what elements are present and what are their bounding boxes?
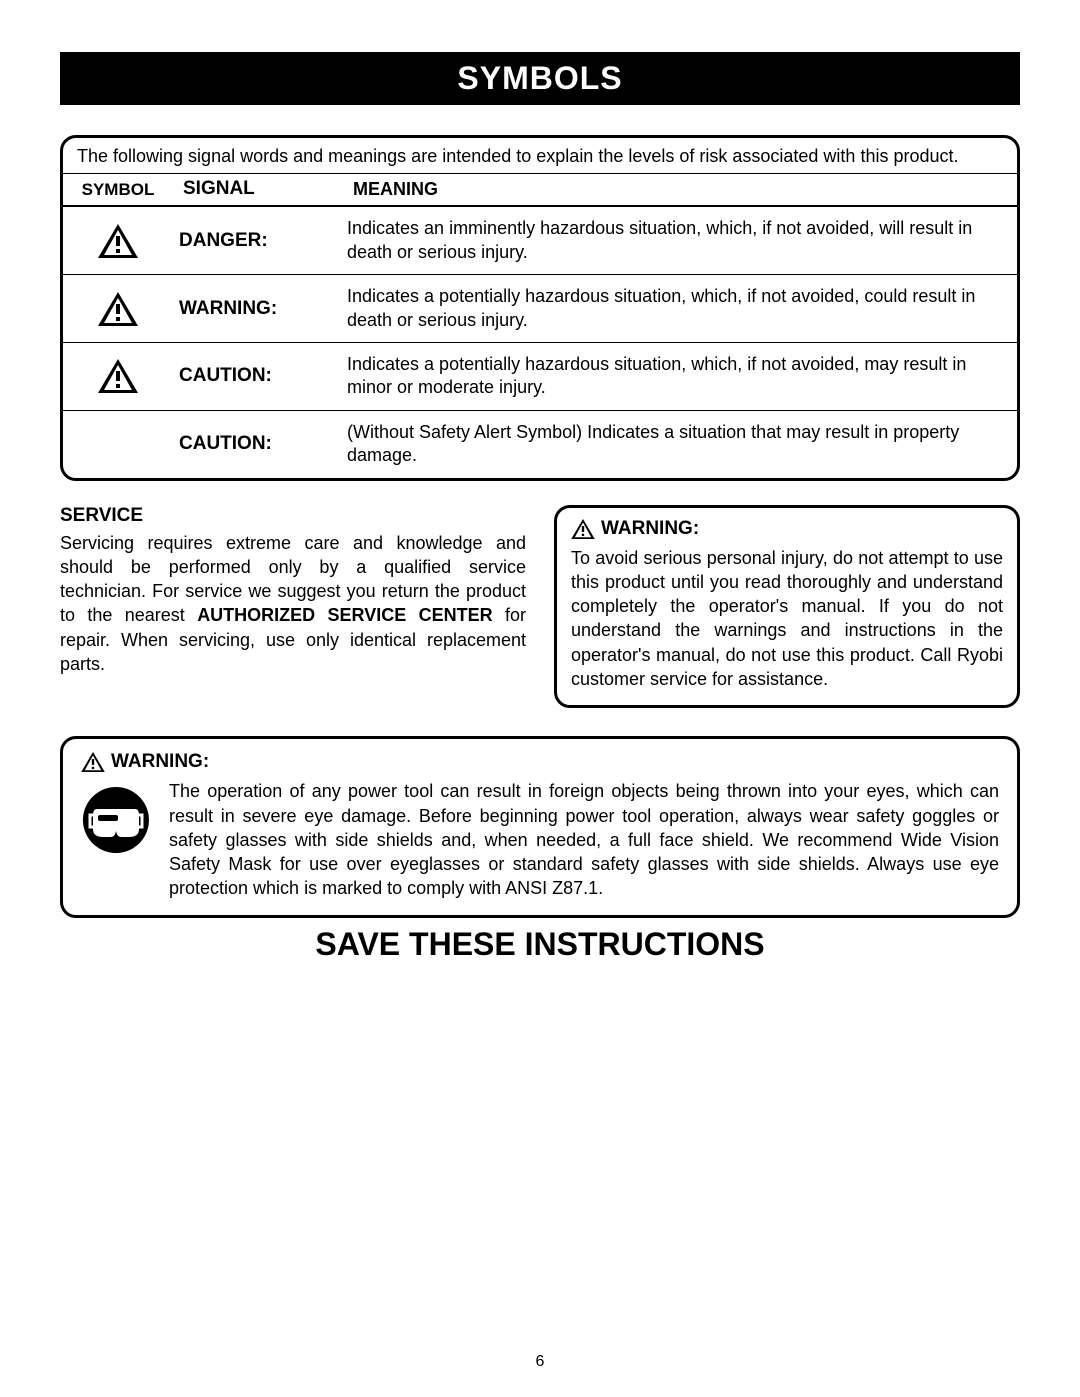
alert-icon-cell	[63, 282, 173, 336]
meaning-text: Indicates an imminently hazardous situat…	[343, 207, 1017, 274]
safety-goggles-icon	[81, 785, 151, 860]
signal-label: CAUTION:	[173, 355, 343, 397]
warning-wide-box: WARNING: The operation of any power tool…	[60, 736, 1020, 917]
page-title-bar: SYMBOLS	[60, 52, 1020, 105]
warning-label: WARNING:	[601, 518, 699, 540]
meaning-text: Indicates a potentially hazardous situat…	[343, 275, 1017, 342]
warning-header: WARNING:	[571, 518, 1003, 540]
alert-triangle-icon	[98, 359, 138, 393]
table-row: CAUTION: Indicates a potentially hazardo…	[63, 343, 1017, 411]
meaning-text: Indicates a potentially hazardous situat…	[343, 343, 1017, 410]
col-header-meaning: MEANING	[343, 174, 1017, 205]
service-text: Servicing requires extreme care and know…	[60, 531, 526, 677]
warning-wide-text: The operation of any power tool can resu…	[169, 779, 999, 900]
warning-right-box: WARNING: To avoid serious personal injur…	[554, 505, 1020, 709]
signal-label: DANGER:	[173, 220, 343, 262]
service-text-bold: AUTHORIZED SERVICE CENTER	[197, 605, 492, 625]
alert-triangle-icon	[98, 292, 138, 326]
symbols-table: The following signal words and meanings …	[60, 135, 1020, 481]
service-heading: SERVICE	[60, 505, 526, 527]
col-header-symbol: SYMBOL	[63, 174, 173, 205]
table-row: WARNING: Indicates a potentially hazardo…	[63, 275, 1017, 343]
signal-label: CAUTION:	[173, 423, 343, 465]
signal-label: WARNING:	[173, 288, 343, 330]
save-instructions: SAVE THESE INSTRUCTIONS	[60, 926, 1020, 963]
warning-label: WARNING:	[111, 751, 209, 773]
table-row: CAUTION: (Without Safety Alert Symbol) I…	[63, 411, 1017, 478]
table-row: DANGER: Indicates an imminently hazardou…	[63, 207, 1017, 275]
symbols-intro: The following signal words and meanings …	[63, 138, 1017, 174]
two-column-section: SERVICE Servicing requires extreme care …	[60, 505, 1020, 709]
service-section: SERVICE Servicing requires extreme care …	[60, 505, 526, 709]
table-header: SYMBOL SIGNAL MEANING	[63, 174, 1017, 207]
meaning-text: (Without Safety Alert Symbol) Indicates …	[343, 411, 1017, 478]
col-header-signal: SIGNAL	[173, 174, 343, 205]
page-number: 6	[0, 1353, 1080, 1371]
alert-triangle-icon	[98, 224, 138, 258]
alert-triangle-icon	[571, 519, 595, 539]
alert-icon-cell	[63, 349, 173, 403]
alert-icon-cell-empty	[63, 434, 173, 454]
alert-icon-cell	[63, 214, 173, 268]
warning-right-text: To avoid serious personal injury, do not…	[571, 546, 1003, 692]
alert-triangle-icon	[81, 752, 105, 772]
warning-header: WARNING:	[81, 751, 999, 773]
